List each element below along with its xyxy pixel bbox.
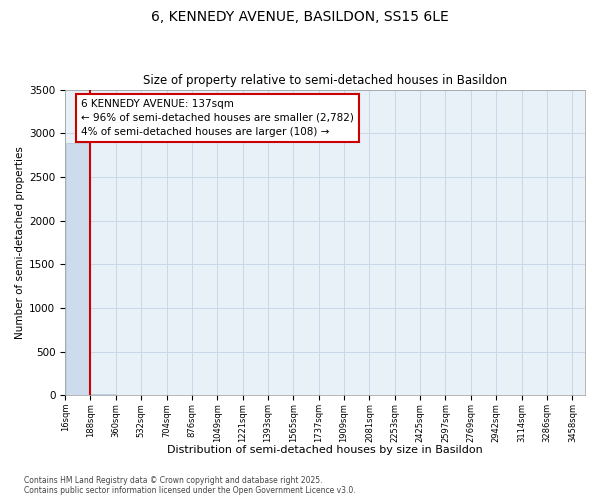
- X-axis label: Distribution of semi-detached houses by size in Basildon: Distribution of semi-detached houses by …: [167, 445, 483, 455]
- Text: Contains HM Land Registry data © Crown copyright and database right 2025.
Contai: Contains HM Land Registry data © Crown c…: [24, 476, 356, 495]
- Text: 6, KENNEDY AVENUE, BASILDON, SS15 6LE: 6, KENNEDY AVENUE, BASILDON, SS15 6LE: [151, 10, 449, 24]
- Y-axis label: Number of semi-detached properties: Number of semi-detached properties: [15, 146, 25, 339]
- Bar: [66, 143, 90, 396]
- Bar: [91, 394, 115, 396]
- Text: 6 KENNEDY AVENUE: 137sqm
← 96% of semi-detached houses are smaller (2,782)
4% of: 6 KENNEDY AVENUE: 137sqm ← 96% of semi-d…: [81, 98, 353, 136]
- Title: Size of property relative to semi-detached houses in Basildon: Size of property relative to semi-detach…: [143, 74, 507, 87]
